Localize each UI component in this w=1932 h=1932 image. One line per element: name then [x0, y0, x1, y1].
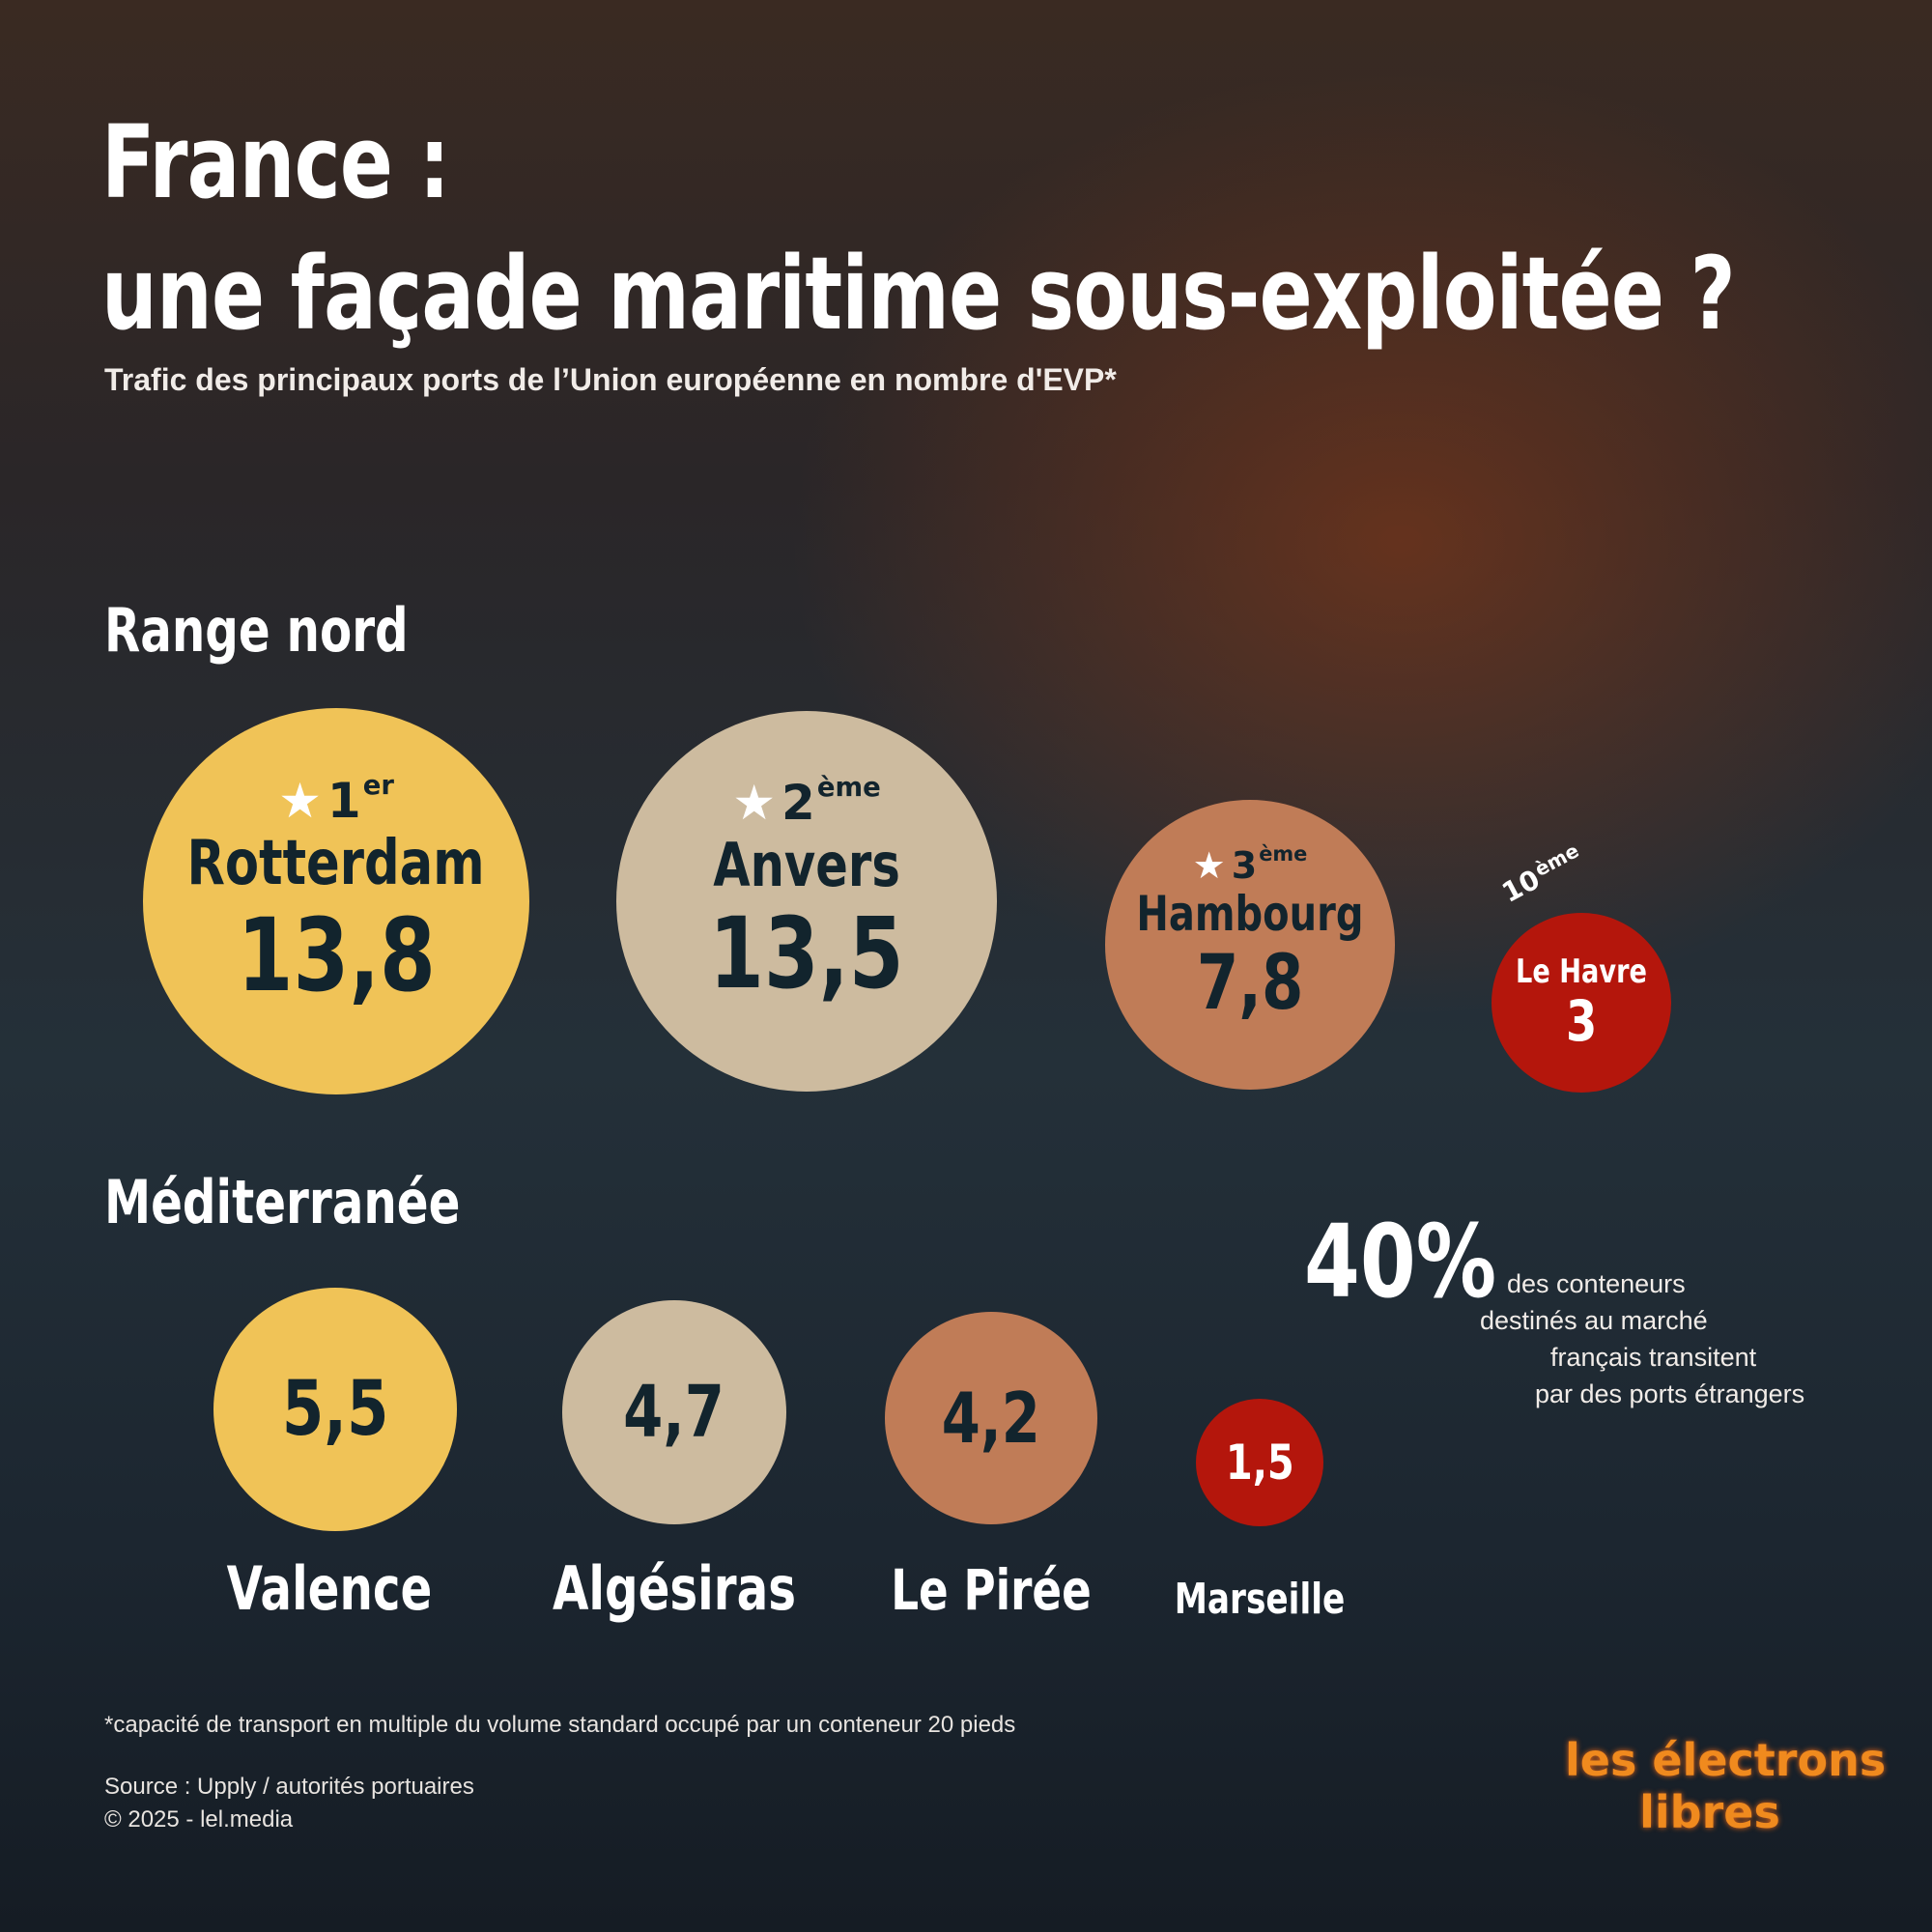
rank-label-hambourg: ★ 3 ème [1193, 844, 1308, 887]
star-icon: ★ [732, 775, 777, 832]
value-label-hambourg: 7,8 [1196, 939, 1304, 1027]
port-name-algesiras: Algésiras [552, 1553, 797, 1624]
stat-text-line-3: français transitent [1550, 1343, 1757, 1372]
value-label-marseille: 1,5 [1225, 1435, 1294, 1491]
bubble-le-piree: 4,2 [885, 1312, 1097, 1524]
logo-line-1: les électrons [1565, 1734, 1887, 1786]
section-title-range-nord: Range nord [104, 595, 409, 666]
rank-suffix: ème [1259, 842, 1308, 867]
stat-text-line-1: des conteneurs [1507, 1269, 1686, 1298]
port-name-le-havre: Le Havre [1516, 952, 1647, 991]
brand-logo: les électrons libres [1565, 1734, 1887, 1838]
subtitle: Trafic des principaux ports de l’Union e… [104, 362, 1117, 397]
stat-percentage: 40% [1304, 1203, 1497, 1321]
rank-number: 1 [327, 773, 361, 829]
source-note: Source : Upply / autorités portuaires [104, 1774, 474, 1800]
value-label-le-havre: 3 [1565, 987, 1598, 1054]
rank-suffix: er [362, 770, 394, 801]
title-line-2: une façade maritime sous-exploitée ? [101, 235, 1736, 353]
logo-line-2: libres [1639, 1786, 1780, 1838]
port-name-le-piree: Le Pirée [891, 1557, 1092, 1623]
bubble-rotterdam: ★ 1 er Rotterdam 13,8 [143, 708, 529, 1094]
bubble-marseille: 1,5 [1196, 1399, 1323, 1526]
bubble-algesiras: 4,7 [562, 1300, 786, 1524]
value-label-algesiras: 4,7 [623, 1371, 725, 1454]
port-name-marseille: Marseille [1174, 1575, 1346, 1624]
value-label-le-piree: 4,2 [941, 1378, 1041, 1459]
rank-number: 2 [781, 775, 815, 832]
copyright-note: © 2025 - lel.media [104, 1806, 294, 1833]
rank-label-rotterdam: ★ 1 er [278, 770, 394, 829]
page-title: France : une façade maritime sous-exploi… [101, 97, 1736, 359]
rank-suffix: ème [816, 772, 881, 804]
bubble-hambourg: ★ 3 ème Hambourg 7,8 [1105, 800, 1395, 1090]
bubble-anvers: ★ 2 ème Anvers 13,5 [616, 711, 997, 1092]
stat-text-line-2: destinés au marché [1480, 1306, 1708, 1335]
stat-text-line-4: par des ports étrangers [1535, 1379, 1805, 1408]
port-name-hambourg: Hambourg [1136, 886, 1364, 943]
bubble-le-havre: Le Havre 3 [1492, 913, 1671, 1093]
value-label-valence: 5,5 [281, 1366, 389, 1453]
star-icon: ★ [1192, 844, 1226, 888]
rank-number: 3 [1231, 844, 1258, 888]
footnote: *capacité de transport en multiple du vo… [104, 1712, 1016, 1738]
title-line-1: France : [101, 103, 450, 221]
rank-label-anvers: ★ 2 ème [732, 772, 881, 832]
bubble-valence: 5,5 [213, 1288, 457, 1531]
port-name-valence: Valence [226, 1553, 433, 1624]
port-name-anvers: Anvers [713, 830, 900, 901]
star-icon: ★ [278, 773, 322, 829]
port-name-rotterdam: Rotterdam [186, 828, 486, 899]
value-label-anvers: 13,5 [709, 895, 904, 1011]
value-label-rotterdam: 13,8 [237, 895, 436, 1014]
section-title-mediterranee: Méditerranée [104, 1167, 461, 1237]
